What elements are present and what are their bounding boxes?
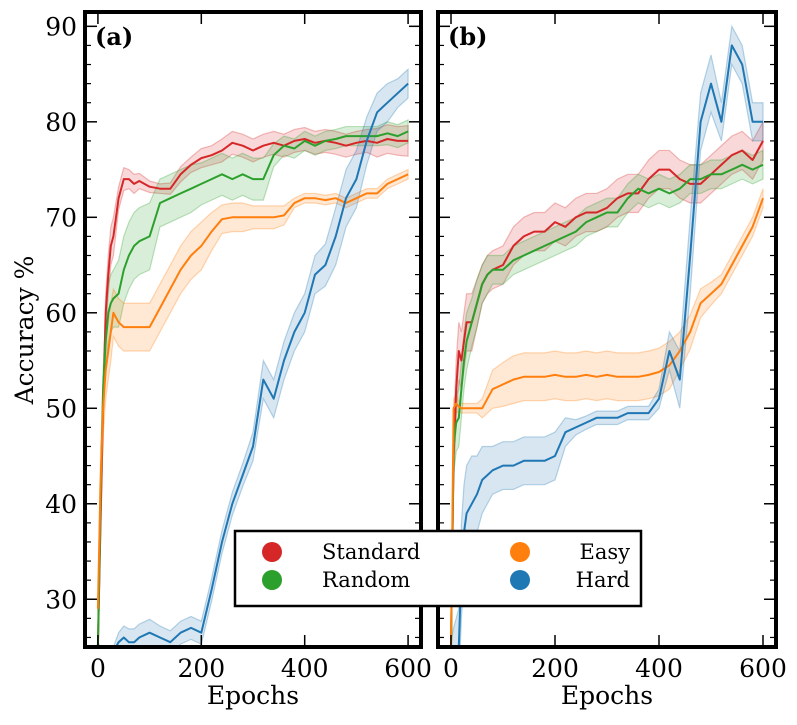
y-tick-label: 50 — [45, 394, 77, 423]
legend-marker-standard — [262, 542, 282, 562]
band-random — [450, 149, 764, 647]
legend-marker-random — [262, 570, 282, 590]
line-standard — [96, 138, 409, 647]
legend-label-hard: Hard — [576, 568, 630, 592]
y-tick-label: 40 — [45, 490, 77, 519]
x-axis-title: Epochs — [561, 681, 653, 710]
line-easy — [450, 197, 764, 647]
plot-area — [450, 24, 764, 647]
legend-label-random: Random — [322, 568, 410, 592]
band-easy — [450, 188, 764, 647]
y-tick-label: 90 — [45, 12, 77, 41]
x-tick-label: 400 — [281, 654, 329, 683]
x-tick-label: 400 — [635, 654, 683, 683]
line-hard — [97, 82, 409, 647]
legend-box — [233, 529, 643, 608]
legend-label-easy: Easy — [580, 540, 631, 564]
x-tick-label: 200 — [177, 654, 225, 683]
legend-marker-easy — [510, 542, 530, 562]
line-standard — [450, 140, 764, 647]
legend: Standard Random Easy Hard — [233, 529, 643, 608]
y-axis-title: Accuracy % — [10, 256, 39, 406]
line-random — [450, 163, 764, 647]
panel-b: 0 200 400 600 Epochs (b) — [436, 10, 787, 710]
axes-frame — [83, 10, 423, 649]
x-tick-label: 200 — [531, 654, 579, 683]
x-tick-label: 600 — [739, 654, 787, 683]
x-tick-label: 0 — [90, 654, 106, 683]
axes-frame — [436, 10, 778, 649]
panel-label: (a) — [95, 22, 133, 51]
x-axis-title: Epochs — [207, 681, 299, 710]
band-hard — [97, 67, 409, 647]
x-tick-label: 600 — [384, 654, 432, 683]
y-tick-label: 60 — [45, 299, 77, 328]
legend-marker-hard — [510, 570, 530, 590]
panel-a: 0 200 400 600 30 40 50 60 70 80 90 Epochs (a) — [45, 10, 432, 710]
y-tick-label: 30 — [45, 585, 77, 614]
x-tick-label: 0 — [443, 654, 459, 683]
line-hard — [451, 44, 763, 647]
line-random — [96, 130, 409, 647]
y-tick-label: 70 — [45, 203, 77, 232]
plot-area — [96, 67, 409, 647]
y-tick-label: 80 — [45, 108, 77, 137]
band-standard — [97, 124, 409, 647]
legend-label-standard: Standard — [322, 540, 420, 564]
panel-label: (b) — [448, 22, 488, 51]
